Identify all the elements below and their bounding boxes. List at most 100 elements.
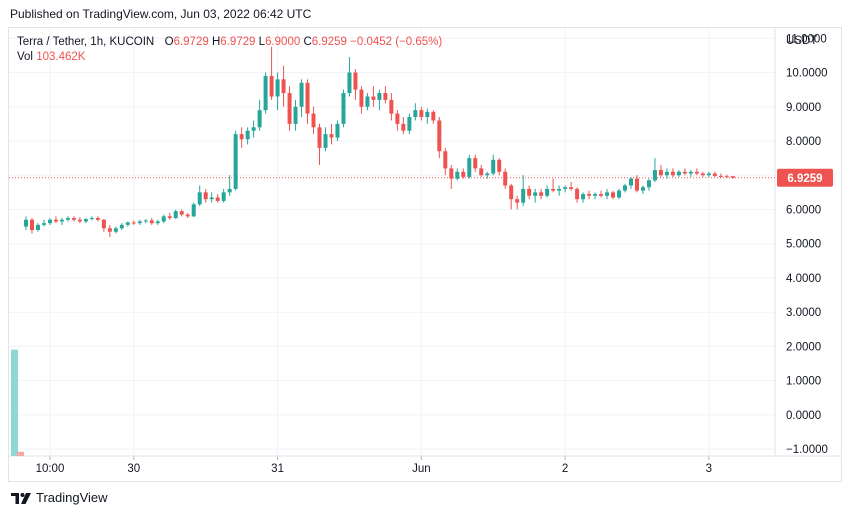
candle-body[interactable]	[245, 130, 250, 140]
candle-body[interactable]	[389, 99, 394, 114]
candle-body[interactable]	[401, 123, 406, 131]
candle-body[interactable]	[407, 117, 412, 131]
candle-body[interactable]	[329, 134, 334, 138]
candle-body[interactable]	[449, 168, 454, 179]
candle-body[interactable]	[203, 192, 208, 200]
candle-body[interactable]	[473, 158, 478, 169]
candle-body[interactable]	[41, 223, 46, 225]
candle-body[interactable]	[107, 228, 112, 232]
candle-body[interactable]	[563, 187, 568, 189]
candle-body[interactable]	[257, 110, 262, 128]
candle-body[interactable]	[137, 221, 142, 224]
volume-label[interactable]: Vol	[17, 51, 33, 63]
candle-body[interactable]	[323, 134, 328, 148]
candle-body[interactable]	[269, 75, 274, 97]
candle-body[interactable]	[305, 82, 310, 114]
candle-body[interactable]	[581, 194, 586, 200]
candle-body[interactable]	[628, 178, 633, 186]
candle-body[interactable]	[179, 211, 184, 215]
candle-body[interactable]	[718, 175, 723, 177]
candle-body[interactable]	[551, 188, 556, 191]
candle-body[interactable]	[24, 219, 28, 227]
candle-body[interactable]	[569, 187, 574, 189]
candle-body[interactable]	[605, 192, 610, 196]
candle-body[interactable]	[65, 218, 70, 220]
candle-body[interactable]	[712, 173, 717, 176]
candle-body[interactable]	[533, 192, 538, 196]
candle-body[interactable]	[730, 176, 735, 178]
candle-body[interactable]	[461, 171, 466, 177]
candle-body[interactable]	[59, 219, 64, 222]
candle-body[interactable]	[71, 218, 76, 220]
candle-body[interactable]	[35, 224, 40, 231]
candle-body[interactable]	[652, 170, 657, 181]
candle-body[interactable]	[724, 176, 729, 178]
candle-body[interactable]	[143, 220, 148, 222]
candle-body[interactable]	[113, 228, 118, 232]
candle-body[interactable]	[700, 173, 705, 176]
candle-body[interactable]	[83, 219, 88, 222]
candle-body[interactable]	[527, 188, 532, 196]
candle-body[interactable]	[341, 93, 346, 124]
candle-body[interactable]	[191, 204, 196, 217]
candle-body[interactable]	[95, 218, 100, 220]
candle-body[interactable]	[688, 171, 693, 174]
candle-body[interactable]	[611, 192, 616, 198]
candle-body[interactable]	[353, 72, 358, 90]
candle-body[interactable]	[299, 82, 304, 107]
candle-body[interactable]	[227, 188, 232, 193]
candle-body[interactable]	[497, 159, 502, 172]
footer-branding[interactable]: TradingView	[10, 490, 108, 505]
candle-body[interactable]	[419, 110, 424, 118]
candle-body[interactable]	[287, 93, 292, 124]
candle-body[interactable]	[197, 192, 202, 205]
candle-body[interactable]	[431, 111, 436, 121]
candle-body[interactable]	[623, 185, 627, 191]
candle-body[interactable]	[395, 113, 400, 124]
candle-body[interactable]	[209, 197, 214, 200]
candle-body[interactable]	[640, 187, 645, 191]
candle-body[interactable]	[167, 216, 172, 219]
candle-body[interactable]	[359, 89, 364, 107]
candle-body[interactable]	[503, 171, 508, 186]
candle-body[interactable]	[682, 171, 687, 174]
candle-body[interactable]	[515, 199, 520, 203]
candle-body[interactable]	[89, 218, 94, 220]
candle-body[interactable]	[545, 188, 550, 196]
candle-body[interactable]	[371, 96, 376, 100]
candle-body[interactable]	[53, 219, 58, 222]
candle-body[interactable]	[383, 93, 388, 100]
candle-body[interactable]	[664, 171, 669, 176]
candle-body[interactable]	[47, 219, 52, 224]
candle-body[interactable]	[161, 216, 166, 222]
candle-body[interactable]	[281, 79, 286, 94]
candle-body[interactable]	[335, 123, 340, 138]
candle-body[interactable]	[658, 170, 663, 176]
chart-frame[interactable]	[8, 27, 842, 482]
candle-body[interactable]	[521, 188, 526, 203]
candle-body[interactable]	[670, 171, 675, 176]
candle-body[interactable]	[443, 151, 448, 169]
candle-body[interactable]	[485, 173, 490, 176]
candle-body[interactable]	[455, 171, 460, 179]
candle-body[interactable]	[694, 171, 699, 174]
candle-body[interactable]	[437, 120, 442, 152]
candle-body[interactable]	[251, 127, 256, 131]
candle-body[interactable]	[239, 134, 244, 140]
candle-body[interactable]	[599, 194, 604, 196]
candle-body[interactable]	[575, 188, 580, 200]
candle-body[interactable]	[587, 194, 592, 196]
candle-body[interactable]	[263, 75, 268, 111]
candle-body[interactable]	[646, 180, 651, 188]
candle-body[interactable]	[676, 171, 681, 176]
candle-body[interactable]	[557, 188, 562, 191]
candle-body[interactable]	[365, 96, 370, 107]
candle-body[interactable]	[413, 110, 418, 118]
candle-body[interactable]	[125, 222, 130, 225]
candle-body[interactable]	[215, 197, 220, 201]
candle-body[interactable]	[425, 111, 430, 118]
candle-body[interactable]	[131, 222, 136, 224]
candle-body[interactable]	[149, 220, 154, 224]
candle-body[interactable]	[467, 158, 472, 177]
candle-body[interactable]	[221, 192, 226, 201]
